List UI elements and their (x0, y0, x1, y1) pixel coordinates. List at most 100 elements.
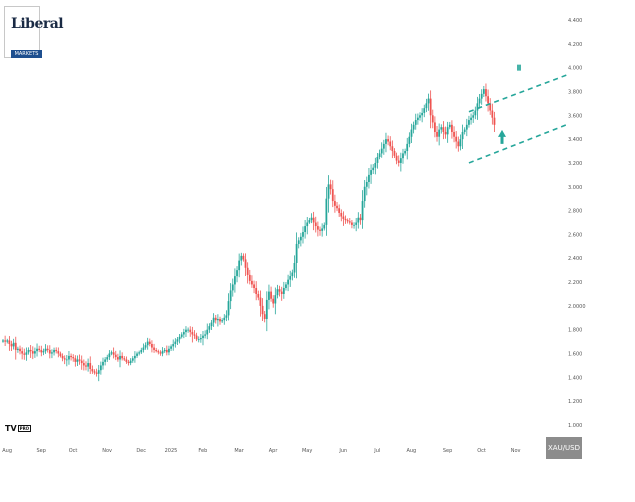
candle (457, 136, 460, 152)
candle (297, 237, 300, 249)
candle (421, 108, 424, 123)
y-tick-label: 1.800 (568, 328, 582, 334)
candle (487, 89, 489, 112)
candle (185, 326, 187, 337)
candle (414, 113, 417, 130)
candle (263, 310, 266, 323)
y-tick-label: 1.000 (568, 423, 582, 429)
candle (453, 126, 455, 143)
candle (40, 345, 43, 357)
candle (153, 343, 155, 353)
candle (134, 351, 136, 363)
candle (85, 361, 87, 371)
candle (191, 326, 194, 343)
channel-lower-line[interactable] (468, 123, 569, 164)
candle (8, 336, 11, 351)
candle (448, 121, 451, 130)
candle (2, 338, 4, 343)
candle (455, 131, 458, 149)
candle (344, 215, 347, 224)
candle (106, 354, 109, 362)
candle (310, 213, 313, 224)
candle (202, 330, 204, 346)
candle (389, 136, 392, 151)
y-tick-label: 3.000 (568, 185, 582, 191)
candle (351, 219, 353, 229)
x-tick-label: Sep (443, 448, 452, 454)
tradingview-logo[interactable]: TV PRO (5, 424, 32, 433)
brand-logo-subtitle: MARKETS (11, 50, 42, 58)
candle (278, 285, 281, 297)
y-tick-label: 4.000 (568, 66, 582, 72)
candle (10, 340, 13, 351)
candle (65, 355, 68, 367)
candle (168, 345, 170, 356)
candle (23, 348, 26, 360)
candle (480, 89, 483, 105)
candle (242, 253, 245, 262)
candle (385, 132, 387, 153)
candle (438, 123, 441, 146)
candle (125, 356, 128, 364)
candle (214, 314, 217, 324)
candle (319, 226, 321, 236)
candle (144, 342, 147, 350)
candle (363, 180, 366, 208)
y-tick-label: 1.400 (568, 375, 582, 381)
candle (46, 345, 49, 353)
symbol-label: XAU/USD (546, 437, 582, 459)
candle (57, 347, 60, 358)
y-tick-label: 4.200 (568, 42, 582, 48)
candle (470, 113, 472, 125)
x-tick-label: Jun (338, 448, 347, 454)
candle (129, 358, 132, 366)
candle (161, 347, 164, 357)
candle (82, 359, 85, 371)
candle (402, 148, 404, 164)
candle (346, 218, 349, 224)
candle (253, 280, 255, 294)
candle (353, 222, 355, 229)
candle (172, 339, 175, 351)
candle (227, 293, 230, 321)
candle (459, 134, 462, 151)
candle (99, 361, 102, 375)
candle (206, 323, 209, 340)
candle (55, 347, 58, 354)
candle (419, 112, 421, 121)
y-tick-label: 2.400 (568, 256, 582, 262)
candle (340, 209, 343, 222)
candle (216, 314, 219, 327)
x-tick-label: May (302, 448, 312, 454)
buy-arrow-icon (498, 129, 506, 144)
candle (451, 120, 453, 139)
candle (25, 347, 28, 361)
candle (429, 90, 432, 129)
candle (259, 290, 262, 317)
candle (359, 214, 362, 225)
x-tick-label: Aug (406, 448, 416, 454)
candle (416, 113, 419, 125)
candle (395, 152, 398, 165)
candle (110, 350, 113, 356)
candle (34, 347, 36, 358)
candle (427, 93, 430, 111)
candle (176, 337, 179, 346)
candle (136, 351, 138, 358)
candle (446, 121, 449, 143)
x-tick-label: Jul (373, 448, 380, 454)
candle (276, 284, 279, 299)
candle (240, 252, 243, 266)
candle (355, 218, 358, 232)
candle (399, 152, 402, 172)
candle (76, 355, 79, 367)
price-axis: 4.400 4.200 4.000 3.800 3.600 3.400 3.200 3.000… (568, 18, 586, 429)
candle (293, 255, 296, 278)
candle (472, 111, 475, 123)
x-tick-label: Nov (102, 448, 112, 454)
candle (31, 346, 34, 360)
candle (463, 127, 466, 135)
candle (393, 148, 396, 159)
x-tick-label: Mar (234, 448, 244, 454)
